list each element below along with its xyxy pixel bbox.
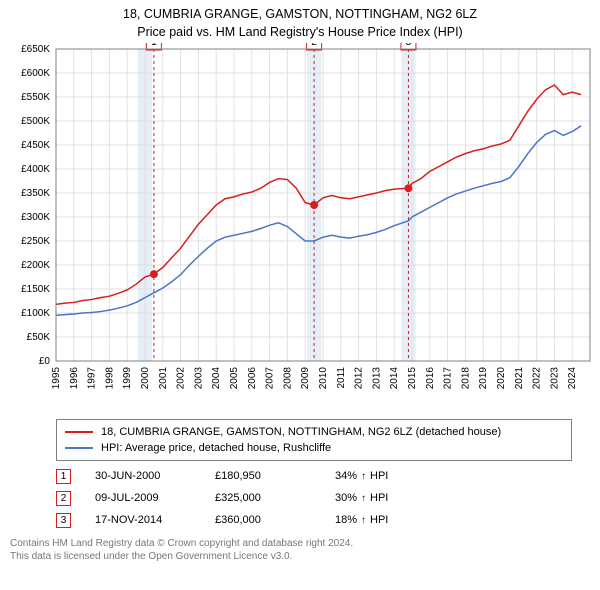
x-tick-label: 2003: [193, 367, 204, 390]
x-tick-label: 2011: [336, 367, 347, 389]
marker-number: 3: [406, 43, 412, 48]
x-tick-label: 2016: [425, 367, 436, 390]
pct-value: 34%: [335, 470, 357, 482]
pct-value: 18%: [335, 514, 357, 526]
x-tick-label: 2001: [158, 367, 169, 390]
title-block: 18, CUMBRIA GRANGE, GAMSTON, NOTTINGHAM,…: [0, 0, 600, 43]
line-chart: £0 £50K £100K £150K £200K £250K £300K £350K £400…: [0, 43, 600, 413]
x-tick-label: 2010: [318, 367, 329, 390]
x-tick-label: 2004: [211, 367, 222, 390]
y-tick-label: £550K: [21, 92, 50, 103]
x-tick-label: 2009: [300, 367, 311, 390]
marker-number: 2: [311, 43, 317, 48]
x-tick-label: 2006: [247, 367, 258, 390]
marker-pct: 18% ↑ HPI: [335, 514, 388, 526]
x-tick-label: 2020: [496, 367, 507, 390]
marker-badge: 3: [56, 513, 71, 528]
legend-row: 18, CUMBRIA GRANGE, GAMSTON, NOTTINGHAM,…: [65, 424, 563, 440]
marker-pct: 34% ↑ HPI: [335, 470, 388, 482]
marker-date: 17-NOV-2014: [95, 514, 215, 526]
chart-area: £0 £50K £100K £150K £200K £250K £300K £350K £400…: [0, 43, 600, 413]
marker-dot: [404, 184, 412, 192]
arrow-up-icon: ↑: [361, 471, 366, 482]
y-tick-label: £150K: [21, 284, 50, 295]
footer-attribution: Contains HM Land Registry data © Crown c…: [10, 537, 590, 563]
marker-row: 2 09-JUL-2009£325,00030% ↑ HPI: [56, 487, 572, 509]
marker-price: £180,950: [215, 470, 335, 482]
marker-pct: 30% ↑ HPI: [335, 492, 388, 504]
x-tick-label: 2018: [460, 367, 471, 390]
title-line-2: Price paid vs. HM Land Registry's House …: [10, 24, 590, 42]
y-tick-label: £50K: [27, 332, 51, 343]
y-tick-label: £650K: [21, 44, 50, 55]
x-tick-label: 2023: [549, 367, 560, 390]
legend-swatch: [65, 431, 93, 433]
y-tick-label: £400K: [21, 164, 50, 175]
x-tick-label: 1996: [69, 367, 80, 390]
y-tick-label: £500K: [21, 116, 50, 127]
marker-dot: [150, 270, 158, 278]
x-tick-label: 2019: [478, 367, 489, 390]
footer-line-1: Contains HM Land Registry data © Crown c…: [10, 537, 590, 550]
x-tick-label: 2024: [567, 367, 578, 390]
x-tick-label: 2002: [176, 367, 187, 390]
x-tick-label: 2007: [265, 367, 276, 390]
figure-container: 18, CUMBRIA GRANGE, GAMSTON, NOTTINGHAM,…: [0, 0, 600, 590]
x-tick-label: 1999: [122, 367, 133, 390]
x-tick-label: 1995: [51, 367, 62, 390]
legend-label: HPI: Average price, detached house, Rush…: [101, 442, 331, 454]
marker-badge: 2: [56, 491, 71, 506]
arrow-up-icon: ↑: [361, 515, 366, 526]
marker-date: 09-JUL-2009: [95, 492, 215, 504]
y-tick-label: £600K: [21, 68, 50, 79]
pct-suffix: HPI: [370, 470, 388, 482]
x-tick-label: 1997: [87, 367, 98, 390]
x-tick-label: 2005: [229, 367, 240, 390]
marker-date: 30-JUN-2000: [95, 470, 215, 482]
y-tick-label: £0: [39, 356, 51, 367]
marker-row: 3 17-NOV-2014£360,00018% ↑ HPI: [56, 509, 572, 531]
legend-label: 18, CUMBRIA GRANGE, GAMSTON, NOTTINGHAM,…: [101, 426, 501, 438]
y-tick-label: £200K: [21, 260, 50, 271]
pct-value: 30%: [335, 492, 357, 504]
marker-number: 1: [151, 43, 157, 48]
x-tick-label: 2021: [514, 367, 525, 390]
marker-badge: 1: [56, 469, 71, 484]
x-tick-label: 2013: [371, 367, 382, 390]
y-tick-label: £100K: [21, 308, 50, 319]
markers-table: 1 30-JUN-2000£180,95034% ↑ HPI 2 09-JUL-2009£…: [56, 465, 572, 531]
y-tick-label: £300K: [21, 212, 50, 223]
legend-swatch: [65, 447, 93, 449]
arrow-up-icon: ↑: [361, 493, 366, 504]
x-tick-label: 2015: [407, 367, 418, 390]
marker-row: 1 30-JUN-2000£180,95034% ↑ HPI: [56, 465, 572, 487]
marker-price: £360,000: [215, 514, 335, 526]
marker-dot: [310, 201, 318, 209]
x-tick-label: 2012: [354, 367, 365, 390]
x-tick-label: 2014: [389, 367, 400, 390]
y-tick-label: £450K: [21, 140, 50, 151]
x-tick-label: 2022: [532, 367, 543, 390]
marker-price: £325,000: [215, 492, 335, 504]
y-tick-label: £350K: [21, 188, 50, 199]
pct-suffix: HPI: [370, 492, 388, 504]
legend-row: HPI: Average price, detached house, Rush…: [65, 440, 563, 456]
title-line-1: 18, CUMBRIA GRANGE, GAMSTON, NOTTINGHAM,…: [10, 6, 590, 24]
legend-box: 18, CUMBRIA GRANGE, GAMSTON, NOTTINGHAM,…: [56, 419, 572, 461]
x-tick-label: 2000: [140, 367, 151, 390]
y-tick-label: £250K: [21, 236, 50, 247]
x-tick-label: 2017: [443, 367, 454, 390]
x-tick-label: 2008: [282, 367, 293, 390]
x-tick-label: 1998: [104, 367, 115, 390]
footer-line-2: This data is licensed under the Open Gov…: [10, 550, 590, 563]
pct-suffix: HPI: [370, 514, 388, 526]
